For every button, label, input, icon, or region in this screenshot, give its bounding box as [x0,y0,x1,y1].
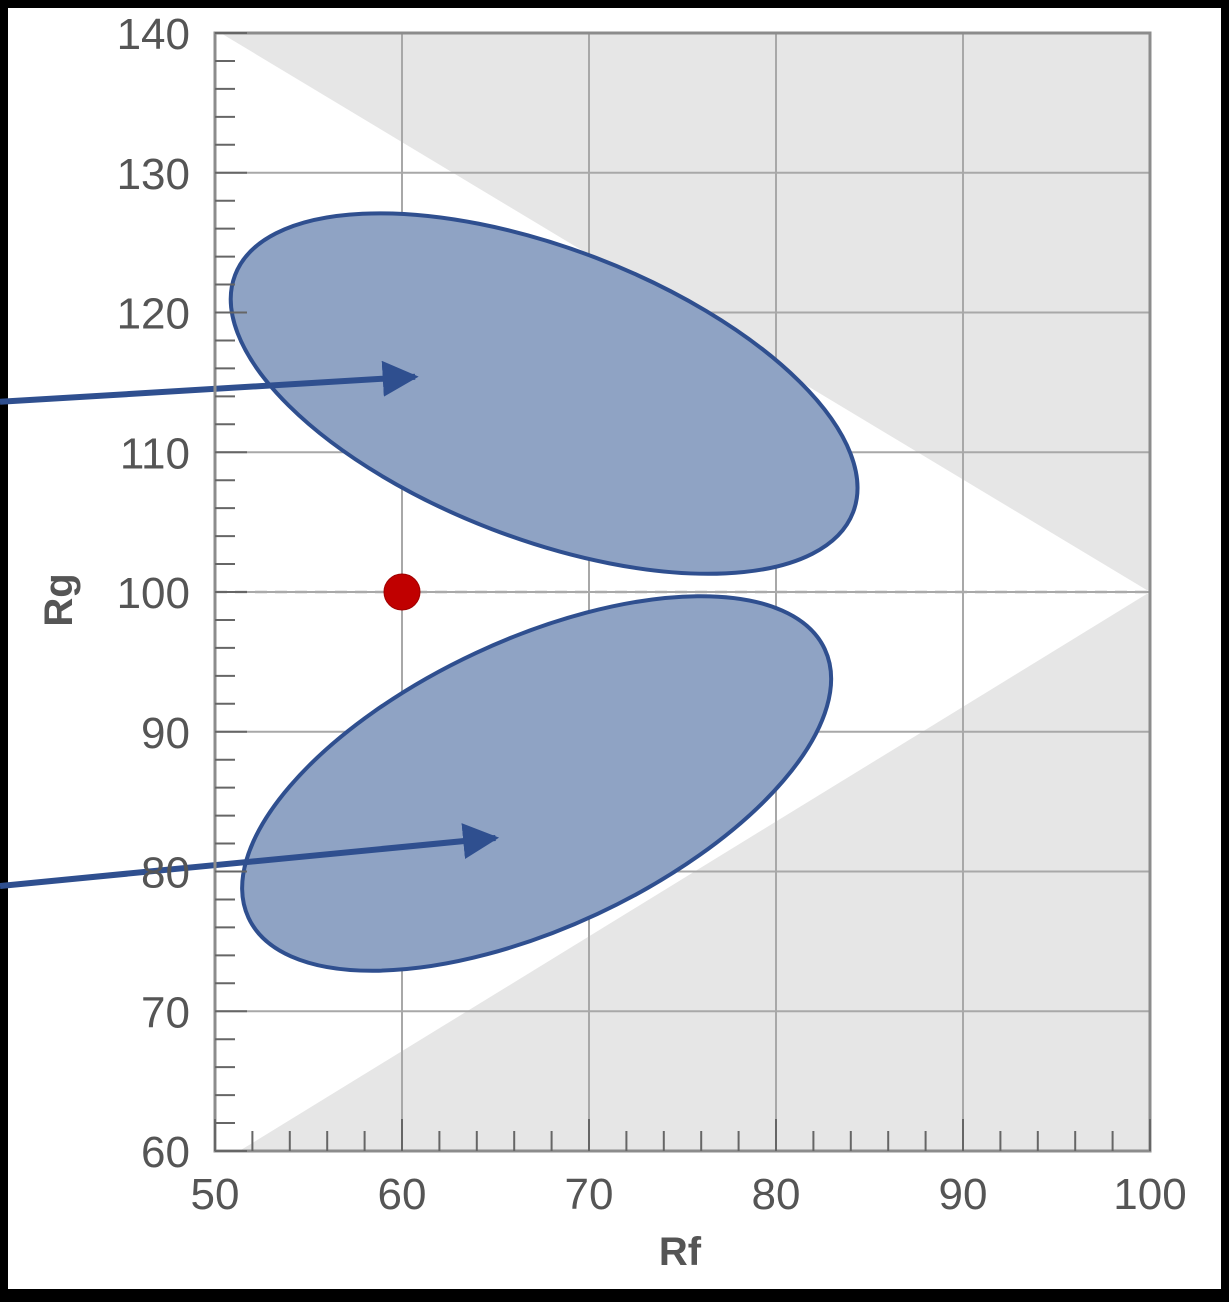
y-tick-label: 70 [141,988,190,1037]
y-tick-label: 90 [141,709,190,758]
ellipse-2 [240,594,834,973]
x-tick-label: 70 [565,1170,614,1219]
annotation-arrow [0,360,419,405]
y-tick-label: 80 [141,849,190,898]
y-tick-label: 120 [117,290,190,339]
y-tick-label: 60 [141,1128,190,1177]
annotation-arrow [0,823,500,889]
y-tick-label: 110 [120,429,190,478]
x-tick-label: 100 [1113,1170,1186,1219]
x-axis-label: Rf [659,1230,702,1274]
ellipse-1 [228,211,860,576]
y-axis-label: Rg [37,573,81,626]
x-tick-label: 80 [752,1170,801,1219]
overlay [0,211,1150,973]
data-point [383,573,421,611]
y-tick-label: 100 [117,569,190,618]
y-tick-label: 140 [117,10,190,59]
x-tick-label: 90 [939,1170,988,1219]
x-tick-label: 50 [191,1170,240,1219]
y-tick-label: 130 [117,150,190,199]
axis-labels: Rf Rg [37,573,702,1274]
x-tick-label: 60 [378,1170,427,1219]
